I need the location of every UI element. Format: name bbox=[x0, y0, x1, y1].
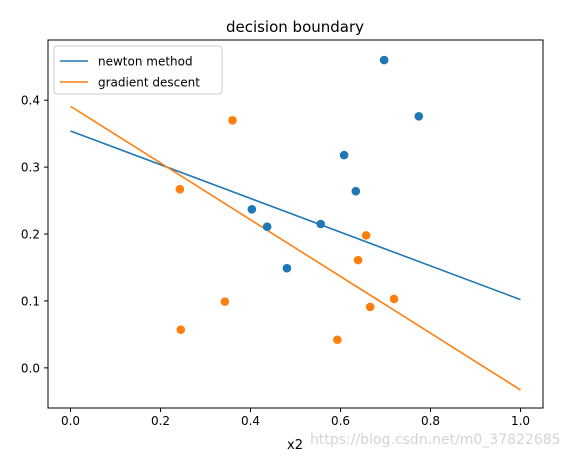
scatter-point-1-7 bbox=[176, 325, 186, 335]
legend-label-1: gradient descent bbox=[98, 76, 200, 90]
y-tick-label: 0.1 bbox=[21, 294, 40, 308]
series-line-1 bbox=[70, 105, 521, 391]
x-tick-label: 0.2 bbox=[151, 414, 170, 428]
series-line-0 bbox=[70, 130, 521, 301]
y-axis: 0.0 0.1 0.2 0.3 0.4 bbox=[21, 94, 48, 375]
points-layer bbox=[175, 55, 424, 345]
scatter-point-0-0 bbox=[379, 55, 389, 65]
x-tick-label: 0.6 bbox=[331, 414, 350, 428]
legend-label-0: newton method bbox=[98, 55, 193, 69]
y-tick-label: 0.3 bbox=[21, 161, 40, 175]
legend-box bbox=[53, 45, 223, 95]
lines-layer bbox=[70, 105, 521, 391]
x-tick-label: 0.0 bbox=[61, 414, 80, 428]
scatter-point-1-4 bbox=[220, 297, 230, 306]
scatter-point-0-6 bbox=[316, 219, 326, 229]
x-tick-label: 0.8 bbox=[421, 414, 440, 428]
x-tick-label: 1.0 bbox=[511, 414, 530, 428]
scatter-point-1-3 bbox=[353, 255, 363, 265]
scatter-point-0-5 bbox=[262, 222, 272, 231]
watermark-text: https://blog.csdn.net/m0_37822685 bbox=[310, 432, 561, 448]
legend: newton method gradient descent bbox=[53, 45, 223, 95]
scatter-point-0-4 bbox=[247, 204, 257, 214]
y-tick-label: 0.4 bbox=[21, 94, 40, 108]
y-tick-label: 0.0 bbox=[21, 361, 40, 375]
scatter-point-1-6 bbox=[365, 302, 375, 312]
scatter-point-0-2 bbox=[339, 150, 349, 160]
scatter-point-1-8 bbox=[333, 335, 342, 345]
scatter-point-0-3 bbox=[351, 186, 361, 196]
y-tick-label: 0.2 bbox=[21, 228, 40, 242]
scatter-point-0-7 bbox=[282, 263, 292, 273]
plot-area-frame bbox=[47, 39, 544, 409]
scatter-point-1-1 bbox=[175, 184, 185, 194]
x-tick-label: 0.4 bbox=[241, 414, 260, 428]
x-axis: 0.0 0.2 0.4 0.6 0.8 1.0 bbox=[61, 408, 530, 428]
scatter-point-1-5 bbox=[389, 294, 399, 304]
scatter-point-1-2 bbox=[361, 231, 371, 240]
x-axis-label: x2 bbox=[287, 438, 303, 453]
scatter-point-0-1 bbox=[414, 111, 424, 121]
scatter-point-1-0 bbox=[228, 115, 237, 125]
chart-title: decision boundary bbox=[226, 18, 364, 36]
